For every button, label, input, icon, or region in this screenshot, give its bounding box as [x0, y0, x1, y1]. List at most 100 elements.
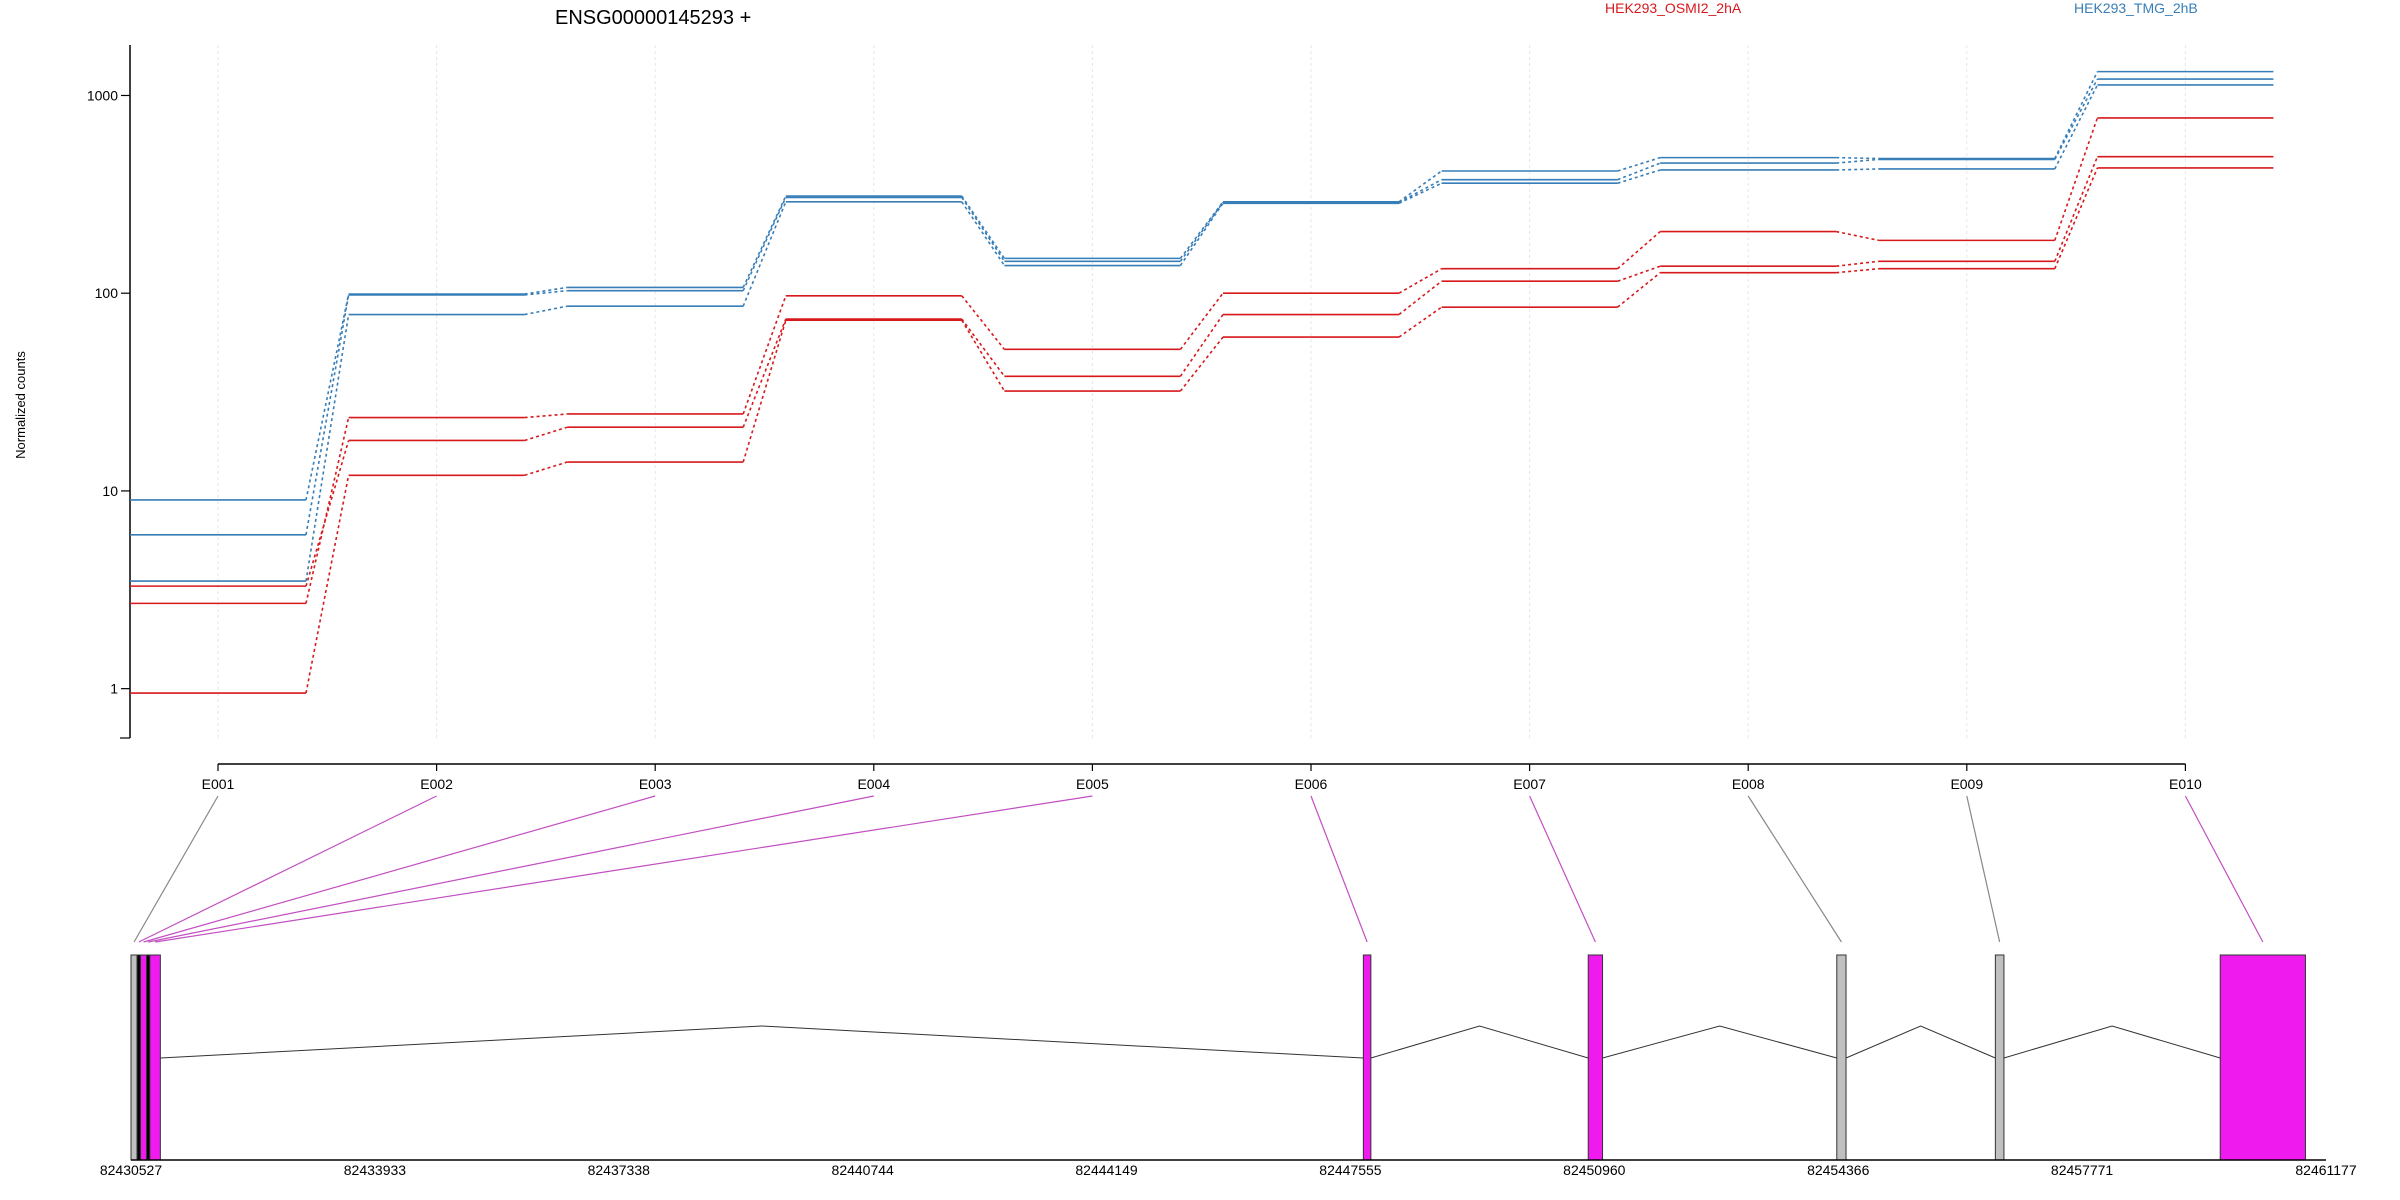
exon-box-E006 — [1362, 954, 1372, 1161]
intron-line — [1845, 1025, 1996, 1059]
exon-connector-E001 — [133, 795, 219, 943]
series-connector — [1398, 280, 1443, 316]
series-connector — [1617, 230, 1661, 270]
exon-tick-label: E006 — [1295, 776, 1328, 792]
exon-connector-E010 — [2184, 795, 2264, 943]
coordinate-tick-label: 82430527 — [100, 1162, 163, 1178]
series-connector — [1398, 178, 1442, 204]
series-connector — [524, 461, 568, 477]
series-2 — [130, 167, 2274, 694]
series-connector — [2054, 71, 2099, 159]
coordinate-tick-label: 82454366 — [1807, 1162, 1870, 1178]
exon-tick-label: E010 — [2169, 776, 2202, 792]
series-connector — [2054, 117, 2099, 241]
coordinate-tick-label: 82447555 — [1319, 1162, 1382, 1178]
legend-label-osmi2: HEK293_OSMI2_2hA — [1605, 0, 1742, 16]
intron-line — [1370, 1025, 1589, 1059]
exon-connector-E002 — [138, 795, 437, 943]
series-connector — [1617, 156, 1661, 172]
series-connector — [1398, 182, 1442, 204]
series-connector — [305, 475, 350, 694]
series-connector — [1398, 170, 1443, 203]
exon-tick-label: E009 — [1950, 776, 1983, 792]
chart-title: ENSG00000145293 + — [555, 7, 751, 29]
exon-tick-label: E007 — [1513, 776, 1546, 792]
y-axis: 1 10 100 1000 — [87, 45, 131, 739]
series-connector — [524, 413, 568, 419]
y-tick-label: 1000 — [87, 87, 118, 103]
series-connector — [2054, 84, 2099, 170]
exon-connector-E007 — [1529, 795, 1596, 943]
exon-box-E005 — [149, 954, 161, 1161]
exon-tick-label: E001 — [202, 776, 235, 792]
exon-axis: E001 E002 E003 E004 E005 E006 E007 E008 E009 E010 — [202, 763, 2202, 792]
series-connector — [1179, 314, 1224, 377]
exon-box-E001 — [130, 954, 138, 1161]
exon-connectors — [133, 795, 2264, 943]
series-connector — [742, 197, 787, 291]
exon-connector-E009 — [1966, 795, 2001, 943]
coordinate-tick-label: 82440744 — [832, 1162, 895, 1178]
intron-line — [160, 1025, 1364, 1059]
series-connector — [524, 286, 568, 295]
series-connector — [305, 314, 350, 582]
series-connector — [1179, 201, 1224, 262]
series-connector — [1836, 168, 1879, 171]
series-connector — [1617, 265, 1661, 282]
series-connector — [961, 195, 1006, 259]
exon-tick-label: E008 — [1732, 776, 1765, 792]
gene-model — [130, 954, 2306, 1161]
series-connector — [1836, 230, 1879, 242]
legend-label-tmg: HEK293_TMG_2hB — [2074, 0, 2198, 16]
exon-tick-label: E004 — [857, 776, 890, 792]
exon-tick-label: E003 — [639, 776, 672, 792]
series-connector — [1836, 267, 1879, 274]
series-connector — [2054, 78, 2099, 160]
coordinate-tick-label: 82457771 — [2051, 1162, 2114, 1178]
intron-line — [1602, 1025, 1837, 1059]
series-connector — [524, 289, 568, 296]
series-connector — [1179, 292, 1224, 350]
series-connector — [742, 319, 787, 463]
exon-connector-E005 — [155, 795, 1093, 943]
exon-connector-E004 — [148, 795, 874, 943]
exon-box-E008 — [1836, 954, 1847, 1161]
series-connector — [524, 426, 568, 442]
exon-box-E007 — [1587, 954, 1604, 1161]
series-1 — [130, 155, 2274, 587]
exon-box-E009 — [1994, 954, 2005, 1161]
series-connector — [742, 201, 787, 307]
series-connector — [961, 318, 1006, 377]
vertical-gridlines — [217, 45, 2186, 738]
coordinate-tick-label: 82444149 — [1075, 1162, 1138, 1178]
y-tick-label: 100 — [95, 285, 119, 301]
series-5 — [130, 84, 2274, 582]
exon-connector-E006 — [1310, 795, 1368, 943]
series-connector — [524, 305, 568, 316]
series-connector — [1617, 162, 1661, 181]
series-0 — [130, 117, 2274, 605]
series-connector — [742, 295, 787, 415]
exon-tick-label: E005 — [1076, 776, 1109, 792]
exon-connector-E008 — [1747, 795, 1842, 943]
series-connector — [961, 201, 1006, 266]
intron-line — [2003, 1025, 2221, 1059]
coordinate-axis: 82430527 82433933 82437338 82440744 82444149… — [100, 1159, 2357, 1178]
series-connector — [305, 294, 350, 535]
exon-box-E010 — [2219, 954, 2306, 1161]
series-connector — [1836, 158, 1879, 164]
series-connector — [742, 195, 787, 288]
series-connector — [2054, 167, 2099, 270]
y-tick-label: 10 — [102, 483, 118, 499]
exon-box-E003 — [140, 954, 148, 1161]
series-connector — [1836, 156, 1879, 160]
series-connector — [961, 196, 1006, 262]
series-connector — [961, 319, 1006, 392]
exon-connector-E003 — [143, 795, 656, 943]
series-4 — [130, 78, 2274, 536]
series-connector — [1179, 202, 1224, 266]
series-connector — [1617, 169, 1661, 184]
series-lines — [130, 70, 2274, 694]
series-connector — [1398, 268, 1442, 294]
